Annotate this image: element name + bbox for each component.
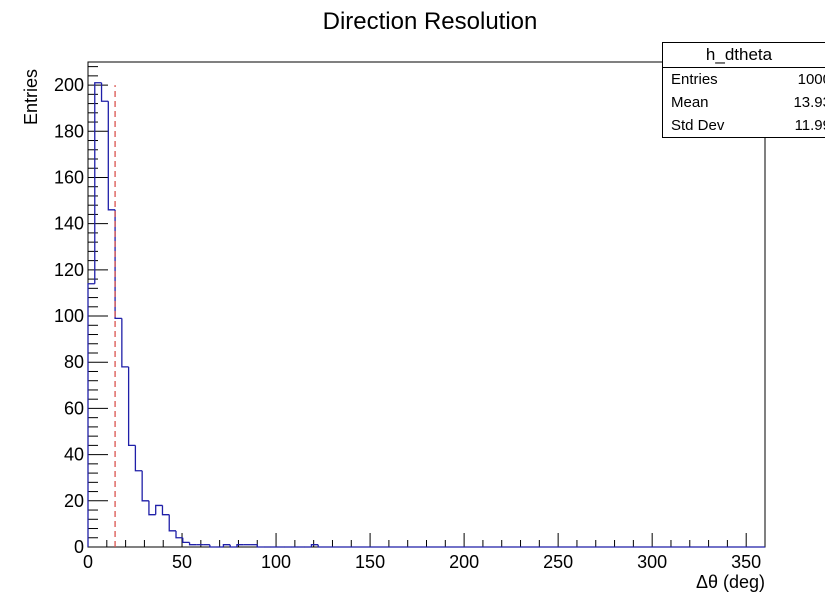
y-tick-label: 120 [54, 260, 84, 280]
histogram-bin [188, 542, 197, 546]
x-tick-label: 100 [261, 552, 291, 572]
stats-title: h_dtheta [663, 43, 825, 68]
x-axis: 0 50 100 150 200 250 300 350 [83, 533, 766, 572]
y-tick-label: 60 [64, 398, 84, 418]
histogram-bin [148, 500, 156, 516]
histogram-bin [134, 445, 143, 472]
histogram-bin [161, 505, 170, 516]
y-tick-label: 200 [54, 75, 84, 95]
histogram-bin [175, 530, 183, 539]
y-tick-label: 140 [54, 214, 84, 234]
histogram-bin [182, 537, 190, 544]
histogram-tail [317, 544, 765, 548]
chart-title: Direction Resolution [322, 8, 538, 35]
histogram-bin [141, 470, 149, 502]
y-tick-label: 40 [64, 445, 84, 465]
y-tick-label: 20 [64, 491, 84, 511]
histogram-bin [114, 209, 122, 320]
stats-row-mean: Mean 13.93 [663, 91, 825, 114]
histogram-bin [121, 318, 129, 368]
y-tick-label: 80 [64, 352, 84, 372]
x-tick-label: 0 [83, 552, 93, 572]
stats-box: h_dtheta Entries 1000 Mean 13.93 Std Dev… [662, 42, 825, 138]
x-tick-label: 200 [449, 552, 479, 572]
x-tick-label: 50 [172, 552, 192, 572]
histogram-bin [256, 544, 265, 548]
x-tick-label: 300 [637, 552, 667, 572]
histogram-bin [100, 82, 109, 102]
stats-row-entries: Entries 1000 [663, 68, 825, 91]
stats-value: 11.99 [794, 117, 825, 134]
stats-label: Std Dev [671, 117, 725, 134]
stats-value: 1000 [797, 71, 825, 88]
histogram-bin [236, 544, 244, 547]
stats-row-std-dev: Std Dev 11.99 [663, 114, 825, 137]
stats-value: 13.93 [793, 94, 825, 111]
x-axis-label: Δθ (deg) [696, 572, 765, 592]
histogram-bin [168, 514, 177, 532]
histogram-bin [310, 544, 319, 547]
stats-label: Mean [671, 94, 709, 111]
x-tick-label: 150 [355, 552, 385, 572]
x-tick-label: 250 [543, 552, 573, 572]
x-tick-label: 350 [731, 552, 761, 572]
y-axis: 0 20 40 60 80 100 120 140 160 180 200 [54, 66, 108, 557]
y-tick-label: 100 [54, 306, 84, 326]
y-axis-label: Entries [21, 69, 41, 125]
histogram-bin [94, 82, 102, 284]
histogram-bin [229, 544, 237, 548]
y-tick-label: 0 [74, 537, 84, 557]
y-tick-label: 180 [54, 121, 84, 141]
histogram-bin [107, 101, 116, 211]
histogram-bin [209, 544, 217, 548]
y-tick-label: 160 [54, 167, 84, 187]
histogram-bins [87, 82, 765, 548]
stats-label: Entries [671, 71, 718, 88]
histogram-bin [127, 366, 136, 447]
histogram-bin [155, 504, 163, 515]
histogram-bin [87, 283, 95, 547]
histogram-bin [222, 544, 231, 547]
